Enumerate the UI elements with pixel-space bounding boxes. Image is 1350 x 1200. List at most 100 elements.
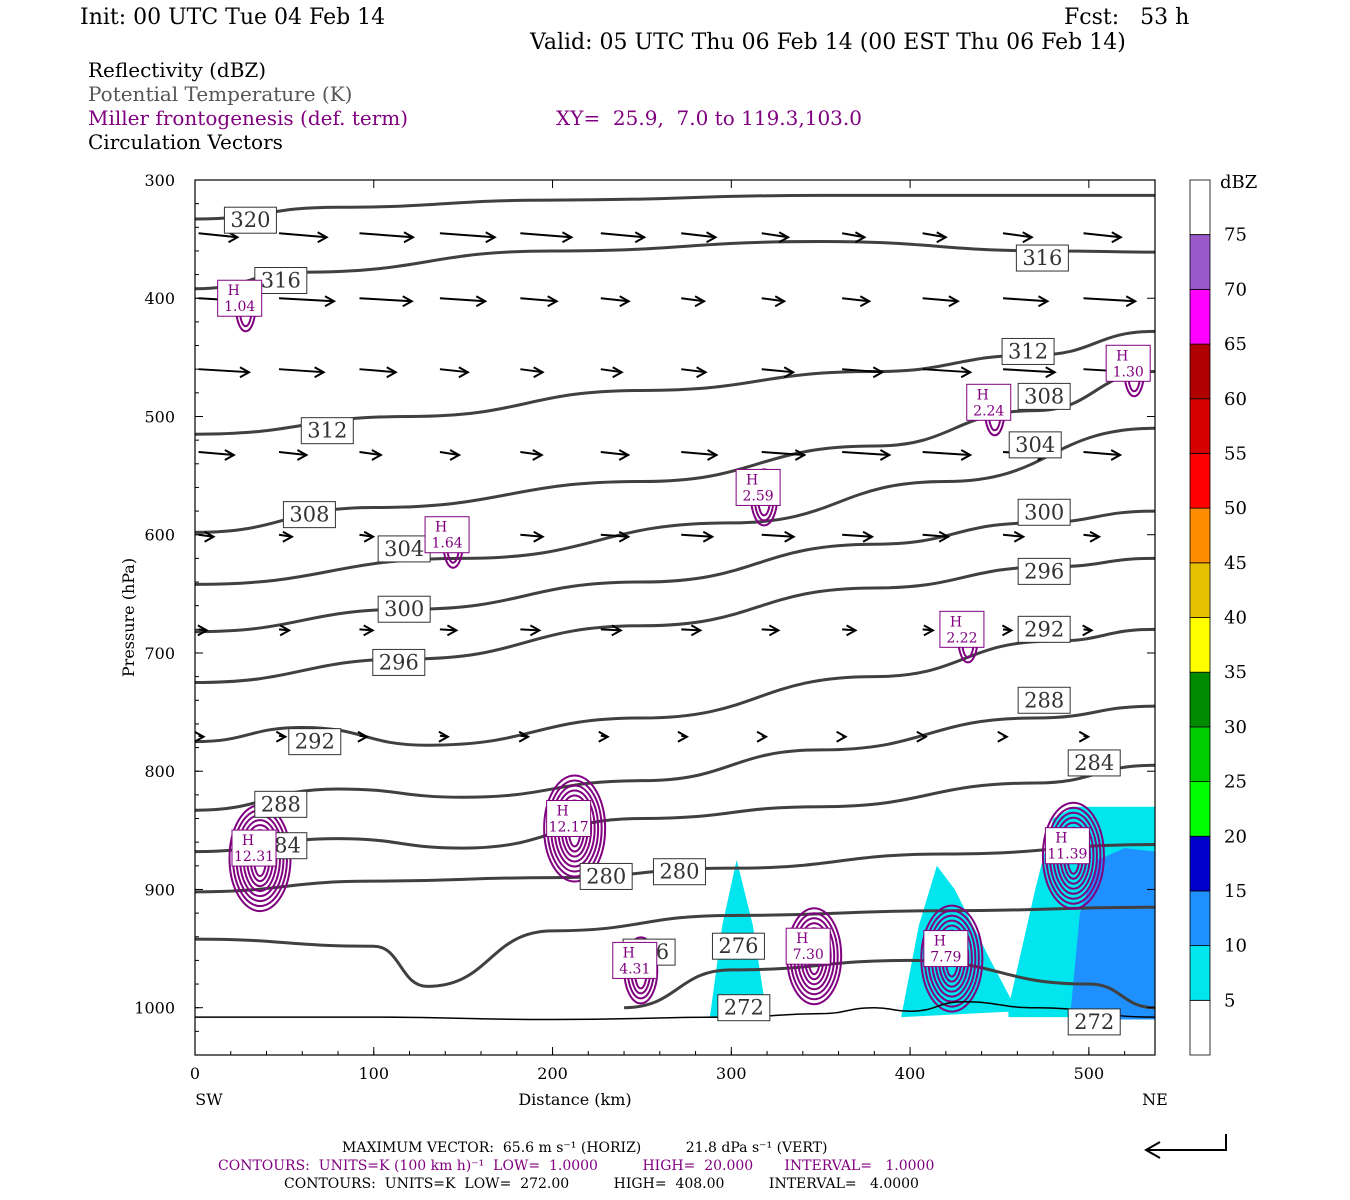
- x-tick-label: 200: [537, 1064, 568, 1083]
- vector-arrowhead: [1001, 624, 1014, 637]
- y-tick-label: 500: [144, 407, 175, 426]
- theta-label-box: [717, 994, 771, 1022]
- theta-label-text: 300: [384, 597, 424, 621]
- y-tick-label: 700: [144, 644, 175, 663]
- frontogenesis-max-label: H: [796, 931, 808, 947]
- theta-label-box: [1015, 244, 1069, 272]
- vector-arrowhead: [783, 366, 796, 379]
- vector-arrowhead: [618, 449, 631, 461]
- colorbar-segment-top: [1189, 179, 1211, 236]
- vector-arrowhead: [561, 231, 574, 244]
- theta-contour-292: [195, 627, 1155, 747]
- frontogenesis-max-label: H: [1055, 831, 1067, 847]
- theta-label-text: 316: [1022, 246, 1062, 270]
- vector-arrow: [761, 628, 779, 632]
- frontogenesis-max-label: H: [977, 387, 989, 403]
- vector-arrowhead: [862, 530, 875, 543]
- theta-label-text: 288: [1024, 688, 1064, 712]
- x-tick-label: 0: [190, 1064, 200, 1083]
- y-tick-label: 600: [144, 526, 175, 545]
- y-tick-label: 400: [144, 289, 175, 308]
- colorbar-label: 5: [1224, 990, 1235, 1011]
- terrain-line: [195, 1001, 1155, 1021]
- vector-arrow: [761, 533, 794, 538]
- theta-label-text: 272: [724, 996, 764, 1020]
- vector-arrow: [681, 533, 713, 538]
- vector-arrow: [600, 297, 629, 303]
- frontogenesis-max-box: [1044, 827, 1090, 865]
- vector-arrowhead: [197, 624, 209, 637]
- vector-arrowhead: [936, 231, 948, 244]
- plot-frame: [194, 179, 1156, 1056]
- theta-label-text: 296: [1024, 559, 1064, 583]
- colorbar-label: 20: [1224, 826, 1247, 847]
- theta-labels: 320 316 316 312 312 308 308 304 304 300 300 296 296 2…: [223, 206, 1121, 1036]
- vector-arrow: [520, 368, 543, 374]
- frontogenesis-max-box: [939, 610, 985, 648]
- theta-label-308: 308: [1017, 382, 1071, 410]
- theta-label-text: 280: [659, 860, 699, 884]
- theta-label-text: 292: [1024, 617, 1064, 641]
- frontogenesis-max-value: 2.22: [946, 630, 977, 646]
- vector-arrow: [520, 450, 542, 456]
- frontogenesis-max-label: H: [623, 945, 635, 961]
- colorbar-segment: [1189, 507, 1211, 564]
- colorbar-label: 75: [1224, 225, 1247, 246]
- vector-arrow: [1083, 232, 1121, 239]
- colorbar-segment: [1189, 671, 1211, 728]
- vector-arrow: [278, 450, 307, 456]
- frontogenesis-max-box: [735, 468, 781, 506]
- vector-arrow: [198, 450, 234, 456]
- frontogenesis-max-box: [966, 383, 1012, 421]
- vector-arrowhead: [518, 730, 531, 743]
- vector-arrowhead: [768, 624, 781, 637]
- frontogenesis-max-box: [217, 279, 263, 317]
- vector-arrowhead: [363, 530, 376, 543]
- vector-arrowhead: [702, 530, 715, 543]
- vector-arrowhead: [706, 231, 718, 244]
- theta-label-box: [300, 417, 354, 445]
- theta-label-box: [254, 790, 308, 818]
- colorbar-segment: [1189, 726, 1211, 782]
- vector-arrowhead: [1022, 231, 1034, 244]
- theta-contour-300: [195, 509, 1155, 634]
- colorbar-segment: [1189, 398, 1211, 454]
- vector-arrow: [278, 232, 327, 239]
- vector-arrowhead: [547, 295, 559, 308]
- vector-arrowhead: [228, 231, 240, 244]
- vector-arrow: [841, 232, 865, 239]
- vector-arrow: [842, 368, 883, 374]
- x-tick-label: 100: [358, 1064, 389, 1083]
- vector-arrowhead: [948, 295, 960, 308]
- theta-label-text: 272: [1074, 1010, 1114, 1034]
- frontogenesis-max-4.31: H4.31: [612, 941, 658, 979]
- theta-label-box: [652, 858, 706, 886]
- frontogenesis-max-1.30: H1.30: [1105, 344, 1151, 382]
- vector-arrow: [359, 297, 412, 303]
- vector-arrow: [600, 368, 622, 374]
- frontogenesis-max-12.31: H12.31: [231, 829, 277, 867]
- theta-label-304: 304: [377, 535, 431, 563]
- vector-arrowhead: [1037, 295, 1050, 308]
- frontogenesis-max-7.30: H7.30: [785, 927, 831, 965]
- vector-arrowhead: [282, 530, 294, 543]
- colorbar-segment: [1189, 835, 1211, 892]
- frontogenesis-max-value: 1.64: [431, 536, 462, 552]
- footer-contours-theta: CONTOURS: UNITS=K LOW= 272.00 HIGH= 408.…: [284, 1176, 919, 1192]
- colorbar-label: 60: [1224, 389, 1247, 410]
- vector-arrowhead: [386, 366, 398, 379]
- frontogenesis-max-value: 2.59: [743, 488, 774, 504]
- colorbar-label: 30: [1224, 717, 1247, 738]
- theta-label-284: 284: [1067, 749, 1121, 777]
- frontogenesis-max-label: H: [242, 833, 254, 849]
- theta-label-316: 316: [1015, 244, 1069, 272]
- y-tick-label: 900: [144, 880, 175, 899]
- theta-label-text: 280: [586, 864, 626, 888]
- colorbar-label: 10: [1224, 936, 1247, 957]
- theta-label-296: 296: [1017, 557, 1071, 585]
- x-tick-label: 400: [895, 1064, 926, 1083]
- colorbar-label: 35: [1224, 662, 1247, 683]
- reference-vector-icon: [1143, 1134, 1227, 1159]
- vector-arrowhead: [619, 295, 631, 308]
